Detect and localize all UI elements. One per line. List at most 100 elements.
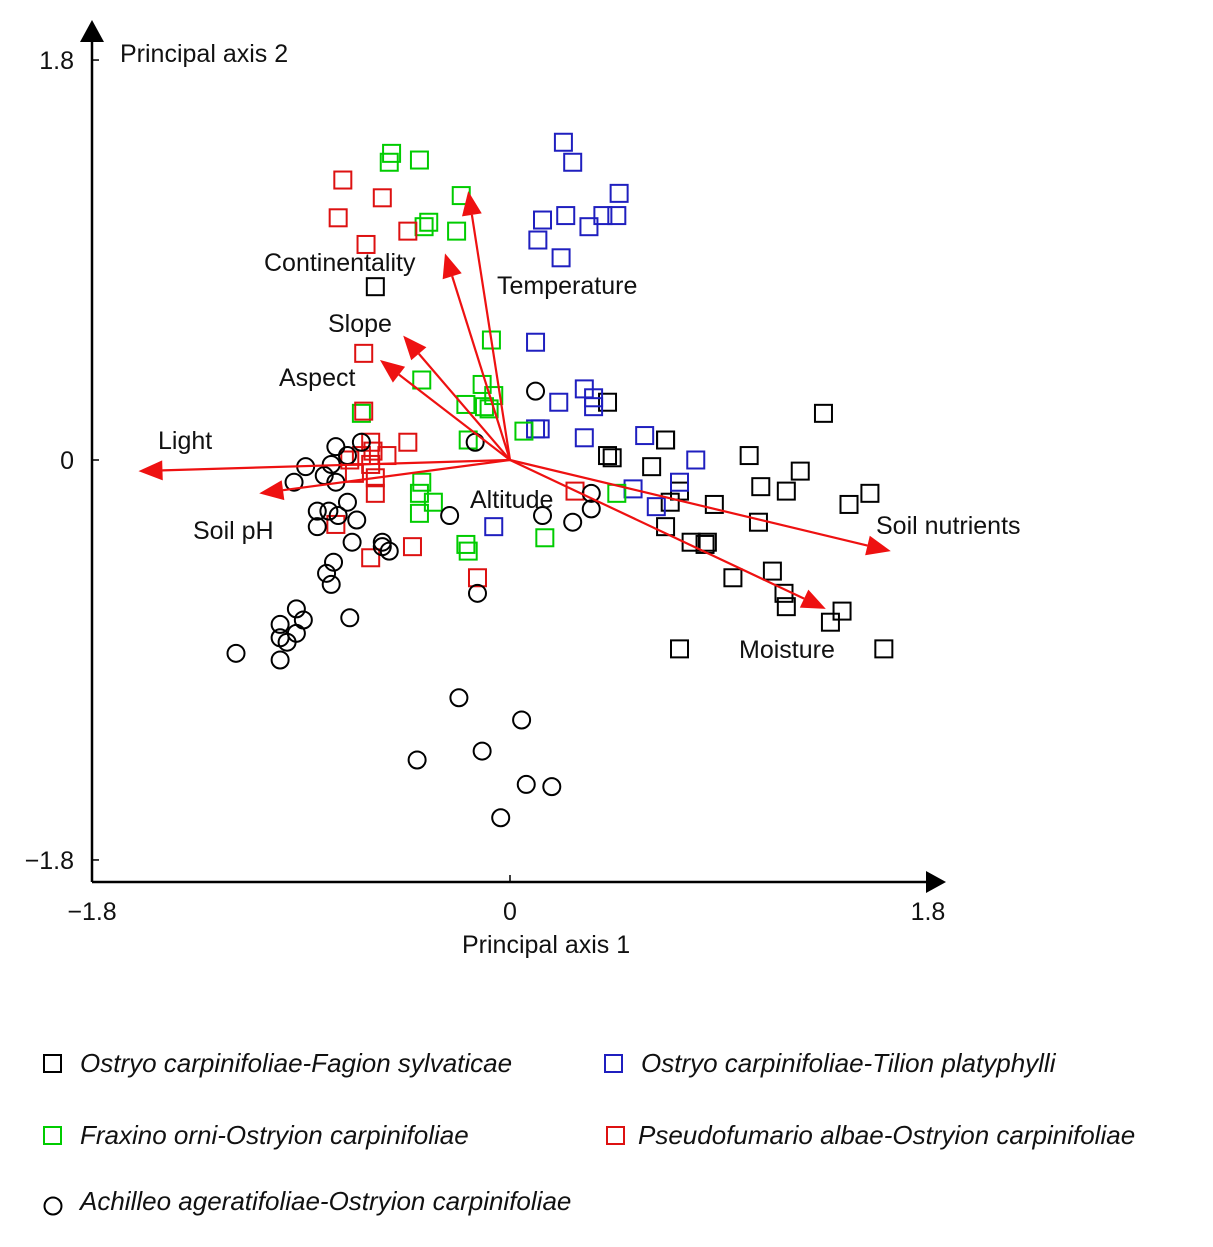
data-point-s2-15 [514,421,534,441]
vector-arrowhead-aspect [379,360,406,383]
data-point-s2-21 [456,534,476,554]
data-point-s4-31 [467,583,487,603]
data-point-s2-20 [409,503,429,523]
data-point-s3-3 [398,221,418,241]
data-point-s0-19 [776,481,796,501]
vector-light [162,458,511,472]
data-point-s4-42 [542,777,562,797]
data-point-s1-17 [574,428,594,448]
data-point-s4-30 [440,506,460,526]
data-point-s4-18 [379,541,399,561]
legend-label-tilion: Ostryo carpinifoliae-Tilion platyphylli [641,1048,1057,1078]
data-point-s0-22 [820,612,840,632]
vector-label-altitude: Altitude [470,486,553,514]
data-point-s4-1 [351,432,371,452]
legend-marker-fagion [43,1054,62,1073]
data-point-s2-22 [458,541,478,561]
data-point-s2-14 [351,403,371,423]
data-point-s1-23 [484,517,504,537]
data-point-s0-10 [697,532,717,552]
data-point-s1-0 [553,132,573,152]
data-point-s1-10 [526,332,546,352]
data-point-s1-4 [593,206,613,226]
vector-arrowhead-temperature [462,191,482,217]
vector-label-light: Light [158,427,212,455]
y-tick-label-0: 1.8 [39,47,74,75]
data-point-s1-18 [635,426,655,446]
data-points [226,132,894,828]
x-tick-label-1: 0 [503,898,517,926]
legend-label-fraxino: Fraxino orni-Ostryion carpinifoliae [80,1120,469,1150]
data-point-s0-18 [776,597,796,617]
data-point-s3-18 [402,537,422,557]
vector-arrowhead-continentality [442,253,462,280]
data-point-s0-1 [598,392,618,412]
data-point-s1-14 [549,392,569,412]
data-point-s4-34 [563,512,583,532]
x-tick-label-2: 1.8 [911,898,946,926]
data-point-s0-20 [790,461,810,481]
data-point-s4-39 [407,750,427,770]
data-point-s3-4 [356,234,376,254]
vector-label-aspect: Aspect [279,364,355,392]
data-point-s4-12 [307,517,327,537]
data-point-s0-29 [656,430,676,450]
data-point-s1-22 [646,497,666,517]
data-point-s0-16 [762,561,782,581]
data-point-s3-20 [467,568,487,588]
data-point-s0-0 [365,277,385,297]
vector-label-soil-ph: Soil pH [193,517,274,545]
data-point-s0-2 [602,448,622,468]
data-point-s4-27 [286,623,306,643]
data-point-s0-13 [739,446,759,466]
data-point-s0-12 [723,568,743,588]
data-point-s4-7 [284,472,304,492]
data-point-s3-1 [372,188,392,208]
vector-arrowhead-moisture [799,589,826,609]
data-point-s2-19 [423,492,443,512]
data-point-s0-7 [656,517,676,537]
data-point-s4-8 [307,501,327,521]
legend: Ostryo carpinifoliae-Fagion sylvaticae O… [43,1048,1135,1216]
data-point-s2-9 [472,374,492,394]
data-point-s4-33 [533,506,553,526]
vector-label-temperature: Temperature [497,272,637,300]
data-point-s0-24 [839,494,859,514]
data-point-s4-23 [340,608,360,628]
data-point-s2-4 [419,212,439,232]
vector-aspect [398,373,511,461]
legend-label-pseudofumario: Pseudofumario albae-Ostryion carpinifoli… [638,1120,1135,1150]
data-point-s2-13 [479,399,499,419]
data-point-s4-9 [319,501,339,521]
data-point-s1-2 [609,183,629,203]
data-point-s3-0 [333,170,353,190]
data-point-s3-19 [361,548,381,568]
vector-labels: Temperature Continentality Slope Aspect … [158,249,1021,664]
data-point-s4-43 [491,808,511,828]
legend-marker-tilion [604,1054,623,1073]
data-point-s4-38 [512,710,532,730]
vector-arrowhead-slope [403,335,427,361]
data-point-s1-16 [526,419,546,439]
data-point-s2-7 [481,330,501,350]
vector-arrowhead-soil-ph [259,480,285,501]
legend-marker-pseudofumario [606,1126,625,1145]
data-point-s4-21 [286,599,306,619]
x-axis-label: Principal axis 1 [462,931,630,959]
data-point-s2-8 [412,370,432,390]
data-point-s4-24 [270,614,290,634]
y-tick-label-1: 0 [60,447,74,475]
data-point-s1-19 [686,450,706,470]
environmental-vectors [138,191,891,609]
data-point-s4-0 [526,381,546,401]
data-point-s4-16 [324,552,344,572]
data-point-s4-41 [516,774,536,794]
data-point-s2-17 [412,472,432,492]
data-point-s4-10 [337,492,357,512]
vector-soil-ph [282,458,511,492]
vector-arrowhead-soil-nutrients [865,535,891,556]
data-point-s1-1 [563,152,583,172]
data-point-s4-11 [328,506,348,526]
vector-label-slope: Slope [328,310,392,338]
